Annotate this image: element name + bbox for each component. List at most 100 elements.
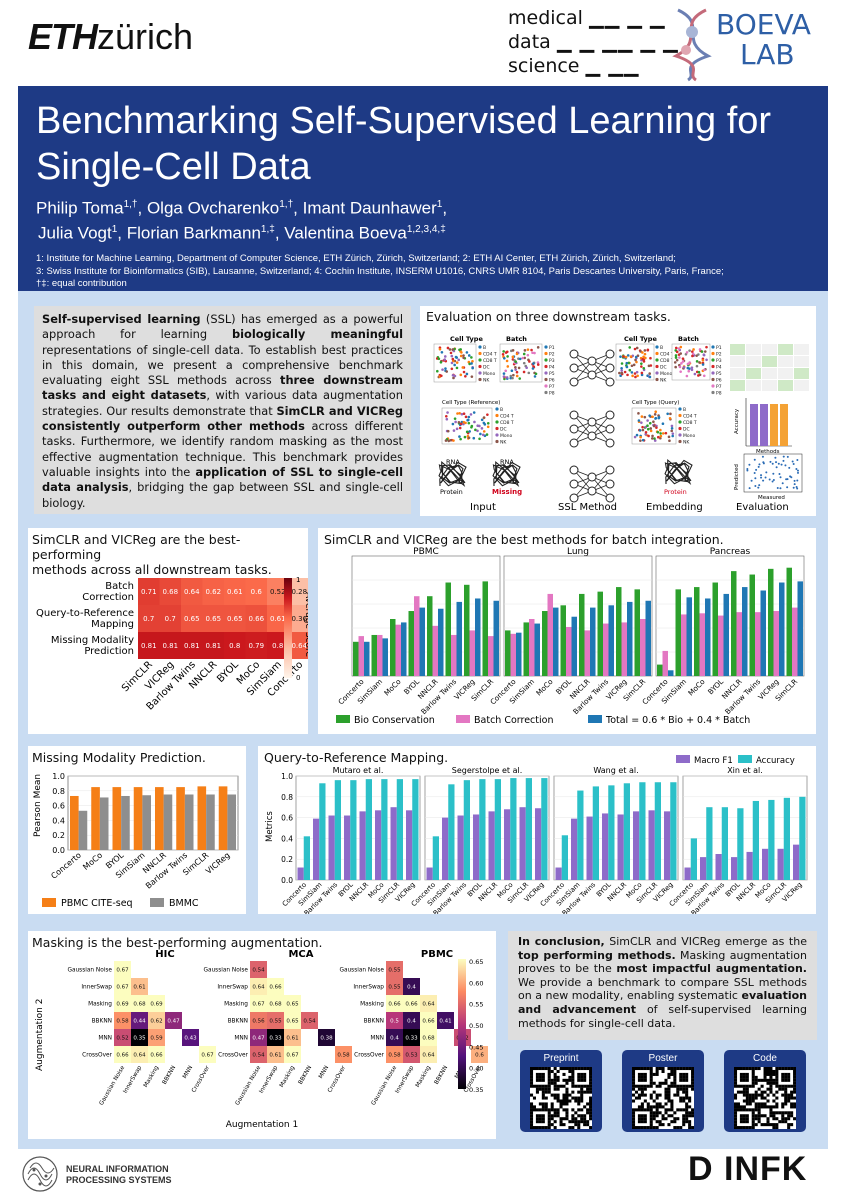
q2r-bar <box>494 779 501 880</box>
mm-bar <box>112 787 122 850</box>
q2r-bar <box>319 783 326 880</box>
umap-point <box>633 372 637 375</box>
umap-point <box>653 439 657 442</box>
qr-module <box>658 1120 662 1124</box>
qr-module <box>667 1075 671 1079</box>
qr-module <box>559 1105 563 1109</box>
qr-module <box>787 1111 791 1115</box>
qr-module <box>565 1114 569 1118</box>
qr-module <box>745 1126 749 1130</box>
qr-module <box>691 1069 695 1074</box>
qr-module <box>574 1099 578 1103</box>
umap-point <box>671 432 675 435</box>
umap-point <box>451 348 455 351</box>
aug-heatmap-value: 0.47 <box>167 1019 180 1025</box>
legend-label: P6 <box>549 378 555 384</box>
author-name: Valentina Boeva <box>284 223 407 243</box>
umap-point <box>527 371 531 375</box>
batch-bar <box>382 638 388 676</box>
legend-dot <box>478 351 482 356</box>
qr-module <box>535 1114 539 1118</box>
aug-column-label: MNN <box>318 1065 330 1080</box>
qr-module <box>571 1108 575 1112</box>
qr-module <box>739 1067 743 1071</box>
heatmap-value-label: 0.52 <box>270 588 286 596</box>
batch-bar <box>516 632 522 676</box>
umap-point <box>624 355 628 359</box>
qr-module <box>589 1102 593 1106</box>
qr-module <box>769 1084 773 1088</box>
qr-module <box>550 1102 554 1106</box>
aug-heatmap-value: 0.61 <box>269 1053 281 1059</box>
qr-module <box>553 1120 557 1124</box>
qr-module <box>562 1067 566 1071</box>
aug-heatmap-cell <box>318 1029 335 1046</box>
qr-module <box>571 1084 575 1088</box>
umap-point <box>654 410 658 414</box>
body-text: (SSL) has emerged as a powerful approach… <box>42 312 403 342</box>
aug-column-label: Gaussian Noise <box>371 1065 399 1107</box>
batch-bar <box>438 608 444 676</box>
scatter-point <box>771 462 774 465</box>
heatmap-row-label: Correction <box>82 592 134 603</box>
legend-dot <box>544 377 548 382</box>
qr-card-poster[interactable]: Poster <box>622 1050 704 1132</box>
umap-point <box>648 372 651 375</box>
qr-module <box>637 1105 641 1109</box>
mm-bar <box>184 794 194 850</box>
scatter-point <box>772 472 775 475</box>
qr-module <box>568 1069 572 1074</box>
q2r-bar <box>623 783 630 880</box>
aug-heatmap-value: 0.64 <box>252 985 265 991</box>
legend-label: DC <box>483 365 490 371</box>
qr-module <box>754 1093 758 1097</box>
legend-dot <box>478 364 482 369</box>
qr-module <box>538 1117 542 1121</box>
neurips-logo: NEURAL INFORMATION PROCESSING SYSTEMS <box>20 1154 220 1194</box>
q2r-bar <box>586 816 593 880</box>
aug-colorbar <box>458 959 466 1089</box>
aug-heatmap-value: 0.35 <box>133 1036 146 1042</box>
qr-code-code-icon[interactable] <box>734 1067 797 1130</box>
q2r-bar <box>670 782 677 880</box>
qr-module <box>655 1111 659 1115</box>
category-label: MoCo <box>382 677 403 698</box>
qr-module <box>784 1096 788 1100</box>
umap-point <box>468 430 471 433</box>
scatter-point <box>796 469 799 472</box>
umap-point <box>526 348 530 351</box>
umap-point <box>518 357 522 361</box>
umap-point <box>702 374 706 378</box>
legend-label: P3 <box>716 358 722 364</box>
heatmap-cell <box>138 605 160 632</box>
scatter-point <box>791 460 794 463</box>
qr-module <box>580 1084 584 1088</box>
aug-y-axis-label: Augmentation 2 <box>35 999 45 1071</box>
qr-module <box>649 1067 653 1071</box>
aug-heatmap-cell <box>386 1012 403 1029</box>
qr-module <box>565 1111 569 1115</box>
method-heatmap-panel: SimCLR and VICReg are the best-performin… <box>28 528 308 734</box>
qr-module <box>661 1069 665 1074</box>
qr-module <box>649 1069 653 1074</box>
legend-dot <box>478 358 482 362</box>
qr-module <box>646 1108 650 1112</box>
metrics-cell <box>746 344 761 355</box>
mm-bar <box>176 787 185 850</box>
q2r-bar <box>448 784 455 880</box>
rna-coil <box>438 460 467 487</box>
qr-card-preprint[interactable]: Preprint <box>520 1050 602 1132</box>
panel-label: Mutaro et al. <box>333 766 384 775</box>
legend-dot <box>495 407 499 411</box>
umap-point <box>514 360 517 364</box>
aug-row-label: InnerSwap <box>81 985 112 991</box>
query-to-reference-chart: Macro F1 Accuracy0.00.20.40.60.81.0Metric… <box>265 755 808 914</box>
aug-heatmap-value: 0.44 <box>133 1019 146 1025</box>
qr-module <box>649 1105 653 1109</box>
qr-module <box>553 1084 557 1088</box>
qr-card-code[interactable]: Code <box>724 1050 806 1132</box>
qr-code-preprint-icon[interactable] <box>530 1067 593 1130</box>
qr-code-poster-icon[interactable] <box>632 1067 695 1130</box>
qr-module <box>673 1069 677 1074</box>
legend-swatch <box>588 715 602 723</box>
